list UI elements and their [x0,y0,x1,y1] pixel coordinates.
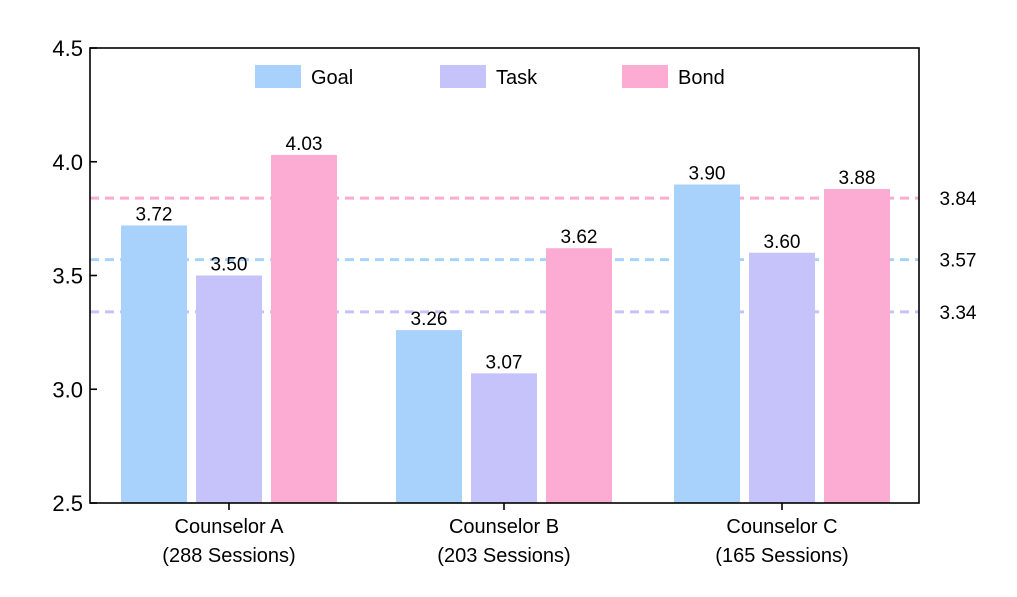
y-axis: 2.5 3.0 3.5 4.0 4.5 [52,36,97,516]
value-label-counselor-a-goal: 3.72 [136,204,173,225]
y-tick-label: 3.5 [52,264,83,289]
y-tick-label: 4.0 [52,150,83,175]
legend-swatch-goal [255,65,301,88]
y-tick-label: 2.5 [52,491,83,516]
legend-label-bond: Bond [678,67,725,89]
x-axis: Counselor A (288 Sessions) Counselor B (203… [162,503,849,567]
x-category-label-counselor-c: Counselor C (165 Sessions) [715,516,848,567]
legend-item-bond: Bond [622,65,725,89]
reference-line-label-task: 3.34 [940,303,977,324]
bar-counselor-b-task [471,373,537,503]
reference-line-label-goal: 3.57 [940,251,977,272]
value-label-counselor-c-task: 3.60 [764,232,801,253]
reference-line-label-bond: 3.84 [940,189,977,210]
bar-counselor-a-task [196,275,262,503]
y-tick-label: 4.5 [52,36,83,61]
bar-counselor-b-bond [546,248,612,503]
value-label-counselor-b-goal: 3.26 [411,309,448,330]
legend-swatch-bond [622,65,668,88]
bar-counselor-b-goal [396,330,462,503]
x-category-label-counselor-a: Counselor A (288 Sessions) [162,516,295,567]
legend-label-task: Task [496,67,538,89]
bar-counselor-c-task [749,252,815,503]
value-label-counselor-c-goal: 3.90 [689,164,726,185]
legend-item-goal: Goal [255,65,353,89]
bar-counselor-c-bond [824,189,890,504]
legend-swatch-task [440,65,486,88]
reference-line-labels: 3.84 3.57 3.34 [940,189,977,324]
value-labels: 3.72 3.50 4.03 3.26 3.07 3.62 3.90 3.60 3.88 [136,134,876,373]
bar-counselor-a-goal [121,225,187,503]
value-label-counselor-b-task: 3.07 [486,352,523,373]
legend: Goal Task Bond [255,65,725,89]
value-label-counselor-b-bond: 3.62 [561,227,598,248]
legend-label-goal: Goal [311,67,353,89]
bars [121,154,890,504]
value-label-counselor-a-bond: 4.03 [286,134,323,155]
bar-counselor-a-bond [271,154,337,504]
value-label-counselor-c-bond: 3.88 [839,168,876,189]
bar-counselor-c-goal [674,184,740,503]
legend-item-task: Task [440,65,538,89]
x-category-label-counselor-b: Counselor B (203 Sessions) [437,516,570,567]
value-label-counselor-a-task: 3.50 [211,255,248,276]
y-tick-label: 3.0 [52,377,83,402]
